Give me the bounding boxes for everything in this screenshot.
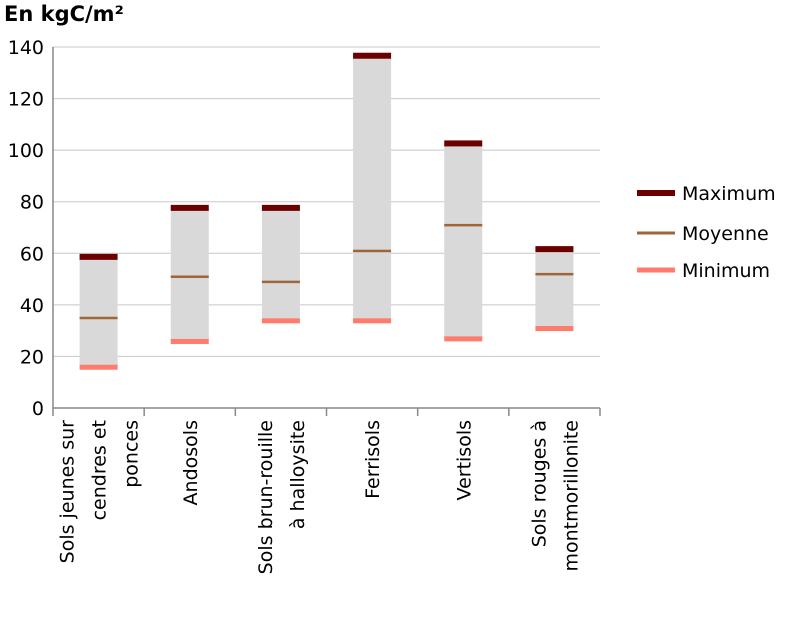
chart-title: En kgC/m² <box>4 2 124 26</box>
category-label: Sols jeunes sur cendres et ponces <box>57 420 143 564</box>
category-label-line: cendres et <box>89 420 111 520</box>
category-label-line: Vertisols <box>453 420 475 500</box>
y-tick-label: 140 <box>8 37 44 59</box>
minimum-marker <box>261 318 300 324</box>
category-label-line: montmorillonite <box>560 420 582 572</box>
moyenne-marker <box>535 272 574 276</box>
legend-minimum-swatch <box>637 267 675 273</box>
moyenne-marker <box>353 249 392 253</box>
category-label: Sols brun-rouille à halloysite <box>255 420 309 574</box>
legend-maximum-swatch <box>637 190 675 196</box>
moyenne-marker <box>170 275 209 278</box>
legend-minimum-label: Minimum <box>682 260 770 282</box>
y-tick-label: 80 <box>20 192 44 214</box>
category-label-line: Sols brun-rouille <box>255 420 277 574</box>
category-label-line: Ferrisols <box>362 420 384 499</box>
minimum-marker <box>535 326 574 332</box>
legend-maximum-label: Maximum <box>682 183 776 205</box>
maximum-marker <box>79 253 118 260</box>
category-label-line: Sols jeunes sur <box>57 420 79 564</box>
maximum-marker <box>444 140 483 147</box>
minimum-marker <box>79 364 118 370</box>
range-bar <box>353 54 392 321</box>
y-tick-label: 20 <box>20 346 44 368</box>
category-label: Ferrisols <box>362 420 384 499</box>
legend-moyenne-swatch <box>637 231 675 235</box>
moyenne-marker <box>261 280 300 284</box>
minimum-marker <box>444 336 483 342</box>
legend-moyenne-label: Moyenne <box>682 223 769 245</box>
y-tick-label: 100 <box>8 140 44 162</box>
moyenne-marker <box>79 316 118 320</box>
maximum-marker <box>261 204 300 211</box>
range-bar <box>444 142 483 339</box>
category-label: Vertisols <box>453 420 475 500</box>
category-label: Sols rouges à montmorillonite <box>528 420 582 572</box>
category-label-line: ponces <box>121 420 143 488</box>
y-tick-label: 60 <box>20 243 44 265</box>
maximum-marker <box>170 204 209 211</box>
range-bar <box>79 255 118 367</box>
range-bar <box>535 248 574 329</box>
y-tick-label: 120 <box>8 89 44 111</box>
y-tick-label: 0 <box>32 398 44 420</box>
minimum-marker <box>353 318 392 324</box>
range-bar <box>261 206 300 321</box>
y-tick-label: 40 <box>20 295 44 317</box>
category-label-line: Sols rouges à <box>528 420 550 547</box>
maximum-marker <box>535 246 574 253</box>
maximum-marker <box>353 52 392 59</box>
minimum-marker <box>170 338 209 344</box>
moyenne-marker <box>444 223 483 227</box>
category-label-line: Andosols <box>180 420 202 505</box>
category-label: Andosols <box>180 420 202 505</box>
category-label-line: à halloysite <box>287 420 309 529</box>
range-bar <box>170 206 209 341</box>
